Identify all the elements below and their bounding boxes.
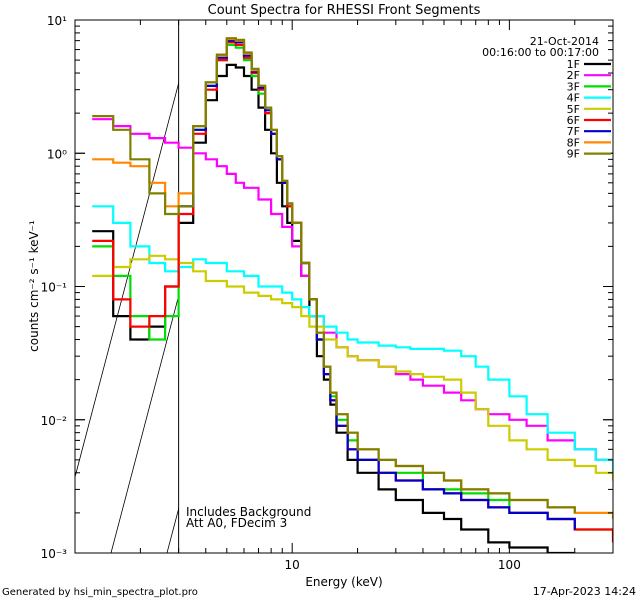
legend-label-7F: 7F bbox=[567, 125, 580, 138]
y-axis-label: counts cm⁻² s⁻¹ keV⁻¹ bbox=[27, 220, 41, 352]
date-label: 21-Oct-2014 bbox=[530, 35, 599, 48]
legend-label-8F: 8F bbox=[567, 136, 580, 149]
x-axis-label: Energy (keV) bbox=[305, 575, 382, 589]
x-tick-label: 100 bbox=[498, 558, 521, 572]
hatch-line bbox=[75, 81, 179, 479]
excluded-energy-hatch bbox=[75, 81, 179, 553]
y-tick-label: 10⁰ bbox=[47, 147, 67, 161]
legend-label-4F: 4F bbox=[567, 92, 580, 105]
y-tick-label: 10¹ bbox=[47, 14, 67, 28]
hatch-line bbox=[110, 294, 179, 553]
axis-layer: 10 100 10¹ 10⁰ 10⁻¹ 10⁻² 10⁻³ bbox=[41, 14, 614, 572]
y-tick-label: 10⁻² bbox=[41, 414, 68, 428]
legend-label-1F: 1F bbox=[567, 58, 580, 71]
footer-generated-by: Generated by hsi_min_spectra_plot.pro bbox=[2, 587, 198, 598]
legend-label-3F: 3F bbox=[567, 80, 580, 93]
y-tick-label: 10⁻³ bbox=[41, 547, 68, 561]
footer-timestamp: 17-Apr-2023 14:24 bbox=[533, 585, 636, 598]
y-tick-label: 10⁻¹ bbox=[41, 281, 68, 295]
series-line-9F bbox=[92, 37, 576, 513]
legend-label-2F: 2F bbox=[567, 69, 580, 82]
series-layer bbox=[92, 37, 613, 553]
legend-label-6F: 6F bbox=[567, 114, 580, 127]
series-line-4F bbox=[92, 205, 613, 473]
x-tick-label: 10 bbox=[285, 558, 300, 572]
legend-label-9F: 9F bbox=[567, 148, 580, 161]
annotation-attenuator: Att A0, FDecim 3 bbox=[186, 516, 287, 530]
chart-title: Count Spectra for RHESSI Front Segments bbox=[208, 3, 481, 18]
time-range-label: 00:16:00 to 00:17:00 bbox=[482, 46, 599, 59]
legend-label-5F: 5F bbox=[567, 103, 580, 116]
series-line-5F bbox=[92, 254, 613, 481]
annotation-background: Includes Background bbox=[186, 505, 311, 519]
